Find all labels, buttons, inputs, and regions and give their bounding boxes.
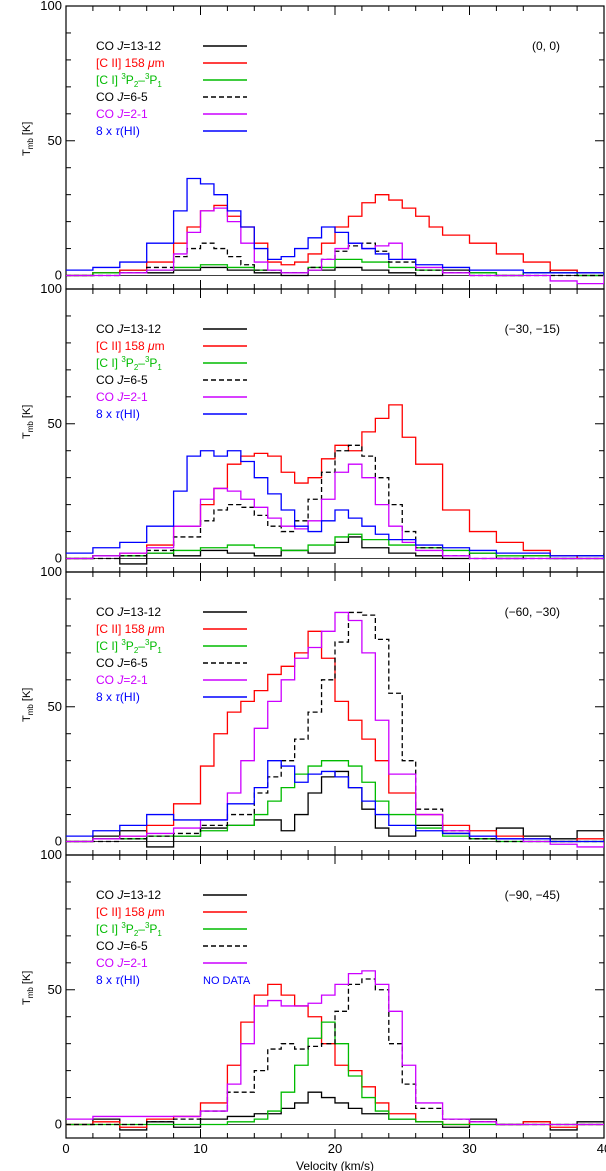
series-co-j-2-1 <box>66 611 604 848</box>
legend-label: CO J=2-1 <box>96 956 148 970</box>
series-co-j-2-1 <box>66 463 604 560</box>
series-8-x-tau-hi- <box>66 760 604 843</box>
x-tick-label: 20 <box>328 1141 342 1156</box>
position-label: (0, 0) <box>532 39 560 53</box>
legend-label: [C II] 158 μm <box>96 56 165 70</box>
no-data-note: NO DATA <box>203 975 251 987</box>
y-tick-label: 0 <box>55 551 62 566</box>
legend-label: 8 x τ(HI) <box>96 407 140 421</box>
legend-label: CO J=13-12 <box>96 605 161 619</box>
series--c-i-3p2-3p1 <box>66 1021 604 1126</box>
y-tick-label: 100 <box>40 281 62 296</box>
legend-label: [C I] 3P2–3P1 <box>96 921 162 938</box>
series-8-x-tau-hi- <box>66 177 604 276</box>
legend-label: [C I] 3P2–3P1 <box>96 638 162 655</box>
series-group <box>66 404 604 565</box>
legend-label: CO J=13-12 <box>96 888 161 902</box>
x-tick-label: 40 <box>597 1141 606 1156</box>
x-tick-label: 0 <box>62 1141 69 1156</box>
y-tick-label: 50 <box>48 699 62 714</box>
legend-label: 8 x τ(HI) <box>96 973 140 987</box>
legend-label: CO J=6-5 <box>96 373 148 387</box>
panel-3: 0 50 100 Tmb [K] CO J=13-12 [C II] 158 μm [C I… <box>21 564 605 856</box>
legend-label: CO J=6-5 <box>96 656 148 670</box>
series--c-ii-158-um <box>66 983 604 1128</box>
panel-1: 0 50 100 Tmb [K] CO J=13-12 [C II] 158 μm [C I… <box>21 0 605 290</box>
panel-2: 0 50 100 Tmb [K] CO J=13-12 [C II] 158 μm [C I… <box>21 281 605 573</box>
legend-label: [C II] 158 μm <box>96 622 165 636</box>
legend-label: [C II] 158 μm <box>96 339 165 353</box>
y-axis-label: Tmb [K] <box>21 122 35 156</box>
legend-label: CO J=2-1 <box>96 390 148 404</box>
legend-label: 8 x τ(HI) <box>96 124 140 138</box>
y-tick-label: 50 <box>48 982 62 997</box>
y-tick-label: 0 <box>55 268 62 283</box>
y-tick-label: 50 <box>48 416 62 431</box>
series-group <box>66 611 604 848</box>
y-tick-label: 100 <box>40 847 62 862</box>
y-axis-label: Tmb [K] <box>21 405 35 439</box>
y-tick-label: 0 <box>55 1117 62 1132</box>
position-label: (−30, −15) <box>505 322 560 336</box>
x-tick-label: 10 <box>193 1141 207 1156</box>
legend-label: CO J=6-5 <box>96 939 148 953</box>
legend-label: CO J=6-5 <box>96 90 148 104</box>
y-tick-label: 100 <box>40 564 62 579</box>
legend-label: CO J=2-1 <box>96 673 148 687</box>
series--c-i-3p2-3p1 <box>66 533 604 560</box>
series--c-ii-158-um <box>66 630 604 843</box>
x-axis-label: Velocity (km/s) <box>296 1159 374 1171</box>
legend-label: [C I] 3P2–3P1 <box>96 72 162 89</box>
series--c-ii-158-um <box>66 194 604 277</box>
legend-label: [C I] 3P2–3P1 <box>96 355 162 372</box>
y-tick-label: 100 <box>40 0 62 13</box>
position-label: (−60, −30) <box>505 605 560 619</box>
position-label: (−90, −45) <box>505 888 560 902</box>
series-co-j-2-1 <box>66 207 604 285</box>
series--c-i-3p2-3p1 <box>66 760 604 843</box>
panel-4: 0 50 100 Tmb [K] CO J=13-12 [C II] 158 μm [C I… <box>21 847 605 1139</box>
series-group <box>66 970 604 1131</box>
legend-label: CO J=2-1 <box>96 107 148 121</box>
legend-label: CO J=13-12 <box>96 322 161 336</box>
series-8-x-tau-hi- <box>66 450 604 559</box>
y-axis-label: Tmb [K] <box>21 688 35 722</box>
series-group <box>66 177 604 285</box>
legend-label: 8 x τ(HI) <box>96 690 140 704</box>
legend-label: CO J=13-12 <box>96 39 161 53</box>
y-tick-label: 0 <box>55 834 62 849</box>
series-co-j-6-5 <box>66 444 604 560</box>
x-tick-label: 30 <box>462 1141 476 1156</box>
legend-label: [C II] 158 μm <box>96 905 165 919</box>
y-axis-label: Tmb [K] <box>21 971 35 1005</box>
series-co-j-2-1 <box>66 970 604 1126</box>
y-tick-label: 50 <box>48 133 62 148</box>
